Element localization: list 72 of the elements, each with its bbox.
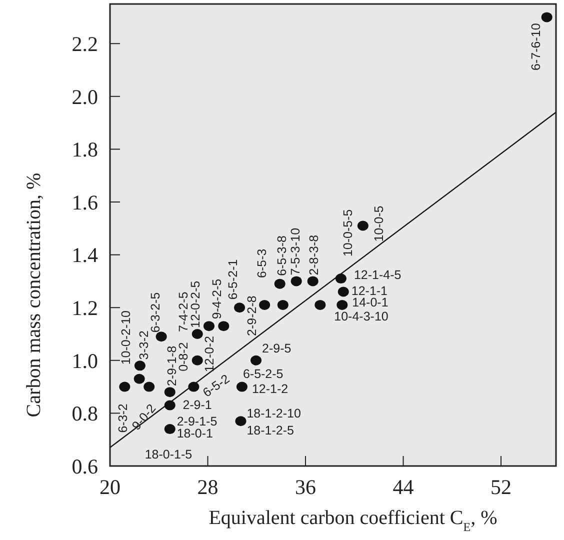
y-tick-label: 0.6 [72,454,98,478]
y-tick-label: 1.2 [72,296,98,320]
annotation: 6-5-3 [254,248,269,278]
annotation: 6-7-6-10 [529,23,544,70]
point [259,300,270,310]
annotation: 2-8-3-8 [307,234,322,276]
x-tick-label: 36 [295,475,316,499]
annotation: 7-4-2-5 [176,292,191,332]
annotation: 2-9-5 [262,342,292,356]
annotation: 6-5-2 [200,372,232,400]
point [277,300,288,310]
point [156,332,167,342]
annotation: 6-5-2-5 [242,367,284,382]
annotation: 10-0-5-5 [341,209,356,257]
y-tick-label: 1.6 [72,190,98,214]
x-tick-label: 20 [100,475,120,499]
annotation: 12-0-2-5 [188,280,203,328]
annotation: 0-8-2 [176,342,191,372]
annotation: 2-9-1-8 [165,346,180,386]
y-tick-label: 0.8 [72,402,98,426]
annotation: 12-1-2 [252,382,288,396]
annotation: 2-9-1 [182,398,212,412]
x-tick-label: 52 [490,475,512,499]
point [274,278,286,289]
point [164,387,176,398]
y-tick-label: 2.0 [72,84,98,109]
annotation: 3-3-2 [137,330,152,360]
point [192,355,203,366]
annotation: 6-5-2-1 [226,259,240,300]
point [134,374,145,384]
annotation: 10-0-2-10 [119,310,134,365]
annotation: 2-9-1-5 [176,414,218,429]
point [218,321,230,332]
point [250,355,262,366]
annotation: 2-9-2-8 [244,296,259,336]
annotation: 10-0-5 [372,206,386,242]
x-tick-label: 28 [197,475,218,499]
point [134,360,146,371]
point [119,382,130,392]
point [290,276,302,286]
y-tick-label: 1.0 [72,348,98,373]
annotation: 7-5-3-10 [288,228,303,276]
point [338,286,349,297]
point [144,382,155,392]
annotation: 6-5-3-8 [275,235,290,276]
annotation: 12-0-2 [202,336,216,372]
annotation: 6-3-2-5 [148,292,163,333]
annotation: 9-4-2-5 [210,278,224,320]
point [307,276,318,286]
point [192,329,203,339]
annotation: 18-0-1-5 [144,447,192,462]
point [357,220,368,231]
annotation: 18-1-2-10 [246,406,301,420]
point [336,300,348,310]
annotation: 12-1-4-5 [354,268,402,282]
annotation: 10-4-3-10 [334,309,388,324]
point [541,12,552,22]
y-tick-label: 2.2 [72,32,98,56]
point [314,300,326,310]
point [164,424,176,434]
annotation: 18-0-1 [176,426,214,440]
annotation: 18-1-2-5 [246,423,294,438]
point [235,416,246,426]
x-tick-label: 44 [392,475,414,499]
x-axis-title: Equivalent carbon coefficient C$_{E}$, % [208,507,498,534]
y-tick-label: 1.8 [72,138,98,162]
y-axis-title: Carbon mass concentration, % [23,172,45,418]
annotation: 6-3-2 [116,404,130,433]
point [236,382,248,392]
point [234,302,246,313]
y-tick-label: 1.4 [72,243,98,268]
point [203,321,214,332]
